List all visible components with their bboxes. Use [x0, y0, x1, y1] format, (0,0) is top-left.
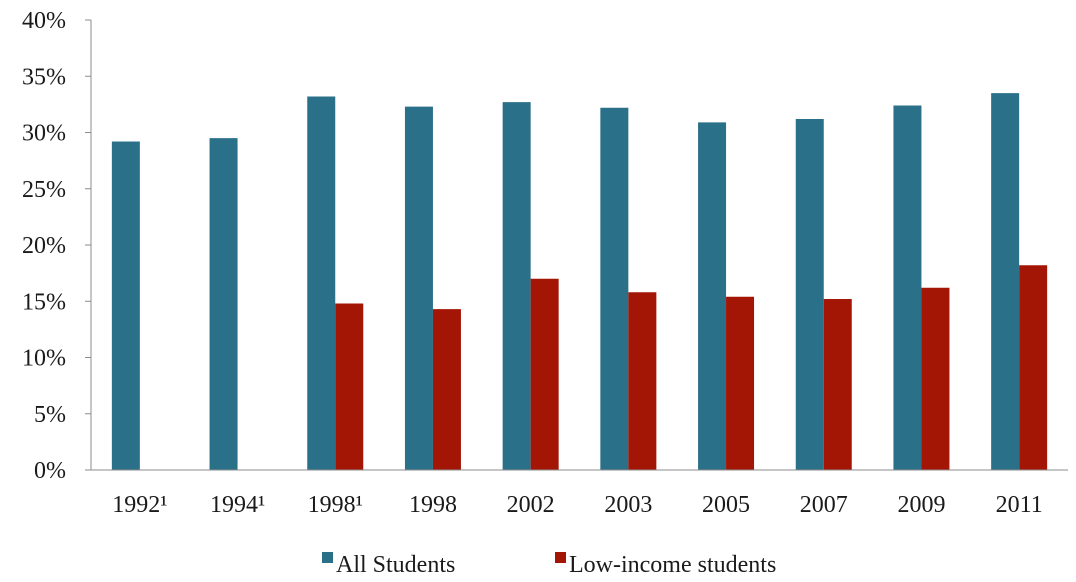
legend: All Students Low-income students — [322, 552, 776, 578]
bar-low-income-8 — [921, 287, 950, 470]
legend-item-low-income: Low-income students — [555, 552, 776, 578]
bar-low-income-3 — [432, 309, 461, 470]
bar-low-income-5 — [628, 292, 657, 470]
bar-all-students-0 — [111, 141, 140, 470]
legend-item-all-students: All Students — [322, 552, 455, 578]
bar-low-income-6 — [726, 296, 755, 470]
x-tick-label: 2011 — [996, 492, 1043, 518]
legend-label: All Students — [336, 552, 455, 578]
bar-all-students-5 — [600, 107, 629, 470]
bar-low-income-4 — [530, 278, 559, 470]
bar-all-students-7 — [795, 119, 824, 470]
x-tick-label: 1992¹ — [112, 492, 167, 518]
x-tick-label: 2007 — [800, 492, 848, 518]
y-tick-label: 5% — [34, 402, 66, 428]
bar-low-income-7 — [823, 299, 852, 470]
y-tick-label: 20% — [22, 233, 66, 259]
x-tick-label: 2003 — [604, 492, 652, 518]
y-tick-label: 0% — [34, 458, 66, 484]
bar-low-income-9 — [1019, 265, 1048, 470]
bar-low-income-2 — [335, 303, 364, 470]
bar-all-students-1 — [209, 138, 238, 470]
y-tick-label: 40% — [22, 8, 66, 34]
x-tick-label: 2009 — [897, 492, 945, 518]
x-axis: 1992¹ 1994¹ 1998¹ 1998 2002 2003 2005 2007 2009 2… — [91, 469, 1068, 518]
legend-label: Low-income students — [569, 552, 776, 578]
bar-all-students-3 — [404, 106, 433, 470]
y-tick-label: 35% — [22, 64, 66, 90]
x-tick-label: 1994¹ — [210, 492, 265, 518]
legend-swatch — [322, 552, 333, 563]
bar-all-students-9 — [991, 93, 1020, 470]
y-tick-label: 25% — [22, 177, 66, 203]
y-tick-label: 15% — [22, 289, 66, 315]
x-tick-label: 2002 — [507, 492, 555, 518]
x-tick-label: 1998 — [409, 492, 457, 518]
x-tick-label: 1998¹ — [308, 492, 363, 518]
bars — [111, 93, 1048, 470]
x-tick-label: 2005 — [702, 492, 750, 518]
bar-all-students-8 — [893, 105, 922, 470]
bar-all-students-6 — [698, 122, 727, 470]
bar-all-students-4 — [502, 102, 531, 470]
y-tick-label: 10% — [22, 346, 66, 372]
bar-all-students-2 — [307, 96, 336, 470]
y-axis: 0% 5% 10% 15% 20% 25% 30% 35% 40% — [22, 8, 92, 484]
y-tick-label: 30% — [22, 121, 66, 147]
legend-swatch — [555, 552, 566, 563]
